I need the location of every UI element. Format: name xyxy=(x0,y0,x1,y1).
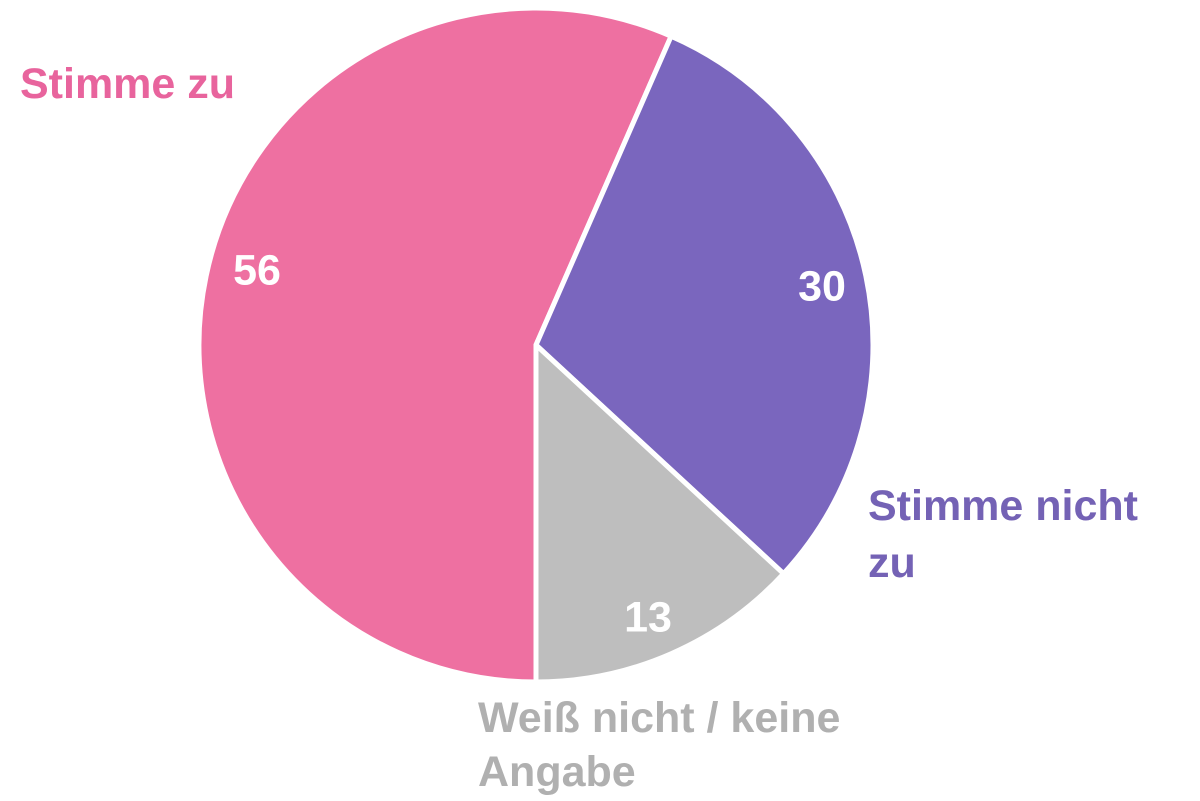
slice-label-weiss-nicht-keine-angabe: Weiß nicht / keine Angabe xyxy=(478,694,841,796)
pie-slice-stimme-nicht-zu xyxy=(533,33,876,577)
pie-slice-weiss-nicht-keine-angabe xyxy=(533,342,787,685)
slice-value-stimme-nicht-zu: 30 xyxy=(798,262,846,311)
slice-label-stimme-zu: Stimme zu xyxy=(20,60,236,108)
slice-value-weiss-nicht-keine-angabe: 13 xyxy=(624,593,672,642)
slice-label-stimme-nicht-zu: Stimme nicht zu xyxy=(868,482,1138,587)
pie-slice-stimme-zu xyxy=(196,5,674,685)
slice-value-stimme-zu: 56 xyxy=(233,246,281,295)
